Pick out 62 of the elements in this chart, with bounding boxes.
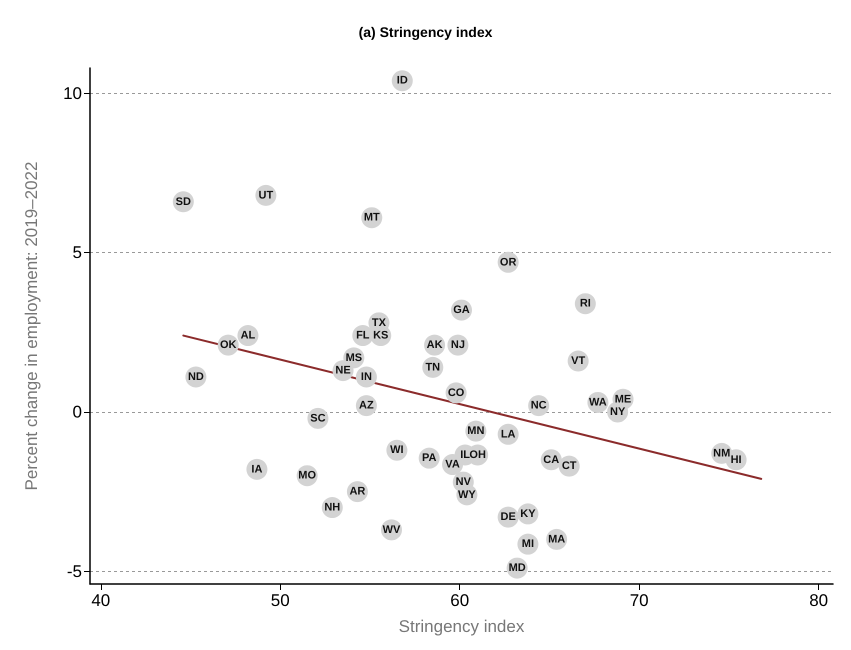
annotation: OR (500, 256, 516, 268)
annotation: WY (458, 488, 476, 501)
annotation: AL (240, 330, 256, 342)
annotation: NJ (450, 339, 465, 352)
annotation: GA (453, 304, 470, 316)
annotation: UT (258, 189, 274, 202)
annotation: PA (422, 452, 436, 464)
annotation: TN (425, 361, 440, 374)
x-axis-title: Stringency index (398, 617, 525, 636)
annotation: MN (467, 425, 484, 438)
annotation: MA (548, 533, 566, 546)
annotation: IL (460, 449, 470, 461)
annotation: WI (390, 444, 404, 456)
annotation: NE (335, 364, 351, 377)
annotation: IA (251, 463, 262, 476)
annotation: RI (580, 298, 591, 310)
annotation: KY (520, 508, 536, 520)
annotation: CO (448, 386, 465, 399)
annotation: ID (396, 74, 408, 87)
annotation: NC (530, 400, 547, 412)
annotation: CT (562, 460, 577, 472)
annotation: ME (614, 393, 632, 406)
annotation: HI (730, 454, 742, 466)
chart-title: (a) Stringency index (358, 24, 493, 40)
annotation: MI (522, 538, 534, 550)
annotation: WA (589, 396, 607, 408)
annotation: LA (500, 428, 516, 440)
y-axis-title: Percent change in employment: 2019–2022 (22, 162, 41, 490)
annotation: AR (349, 486, 366, 498)
annotation: NV (456, 476, 472, 488)
annotation: VT (571, 355, 586, 368)
y-tick-label: 0 (72, 402, 82, 422)
annotation: MD (508, 562, 526, 574)
y-tick-label: -5 (66, 562, 82, 581)
annotation: MO (298, 470, 316, 482)
annotation: AZ (359, 400, 374, 412)
x-tick-label: 80 (809, 591, 828, 610)
x-tick-label: 50 (270, 591, 290, 610)
annotation: FL (356, 330, 370, 342)
annotation: AK (426, 339, 443, 352)
x-tick-label: 60 (450, 591, 470, 610)
annotation: OK (220, 339, 236, 352)
annotation: MS (346, 352, 362, 364)
annotation: DE (500, 511, 516, 524)
x-tick-label: 70 (630, 591, 649, 610)
annotation: CA (543, 454, 560, 466)
annotation: NM (713, 447, 730, 460)
annotation: SC (310, 412, 326, 424)
annotation: NH (324, 502, 340, 514)
annotation: SD (176, 196, 192, 208)
annotation: OH (469, 449, 486, 461)
annotation: IN (360, 370, 372, 383)
annotation: VA (445, 458, 460, 471)
annotation: NY (610, 406, 626, 418)
annotation: ND (188, 370, 204, 383)
annotation: WV (382, 524, 402, 536)
annotation: KS (373, 330, 388, 342)
y-tick-label: 10 (63, 84, 82, 103)
y-tick-label: 5 (72, 243, 82, 262)
annotation: TX (372, 316, 387, 329)
x-tick-label: 40 (91, 591, 110, 610)
annotation: MT (364, 212, 380, 224)
